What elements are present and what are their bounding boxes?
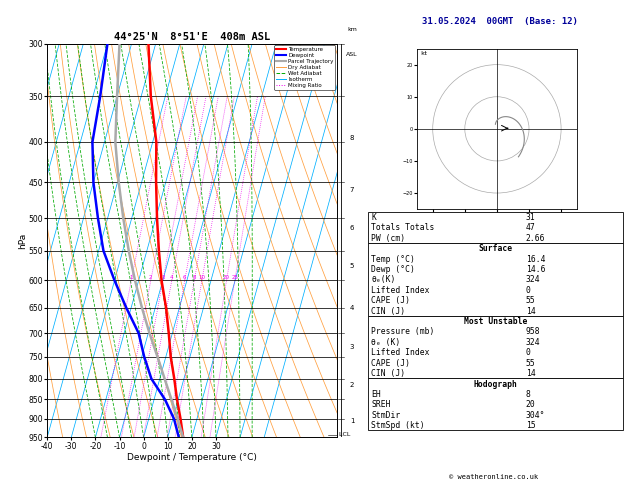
Text: Temp (°C): Temp (°C) [371, 255, 415, 263]
Text: Totals Totals: Totals Totals [371, 224, 435, 232]
Text: θₑ (K): θₑ (K) [371, 338, 401, 347]
Text: 0: 0 [526, 286, 531, 295]
Text: K: K [371, 213, 376, 222]
Text: 20: 20 [526, 400, 536, 409]
Text: Pressure (mb): Pressure (mb) [371, 328, 435, 336]
Text: 8: 8 [350, 135, 354, 140]
Text: 55: 55 [526, 359, 536, 368]
Text: 14.6: 14.6 [526, 265, 545, 274]
Text: 4: 4 [170, 276, 174, 280]
Text: 1: 1 [130, 276, 133, 280]
Text: 6: 6 [183, 276, 187, 280]
Text: 20: 20 [223, 276, 230, 280]
Text: ASL: ASL [347, 52, 358, 56]
Text: 8: 8 [526, 390, 531, 399]
Text: StmSpd (kt): StmSpd (kt) [371, 421, 425, 430]
Text: km: km [347, 27, 357, 32]
Text: 3: 3 [350, 345, 354, 350]
Text: 5: 5 [350, 263, 354, 269]
Text: 7: 7 [350, 187, 354, 193]
Text: 14: 14 [526, 307, 536, 315]
Text: 304°: 304° [526, 411, 545, 420]
Text: 958: 958 [526, 328, 540, 336]
Text: θₑ(K): θₑ(K) [371, 276, 396, 284]
Text: CIN (J): CIN (J) [371, 369, 405, 378]
Text: 2: 2 [350, 382, 354, 388]
Text: CAPE (J): CAPE (J) [371, 359, 410, 368]
Text: StmDir: StmDir [371, 411, 401, 420]
Text: Lifted Index: Lifted Index [371, 286, 430, 295]
Text: 324: 324 [526, 338, 540, 347]
Text: 1: 1 [350, 418, 354, 424]
Text: 10: 10 [198, 276, 206, 280]
Text: Most Unstable: Most Unstable [464, 317, 527, 326]
Text: 14: 14 [526, 369, 536, 378]
Text: © weatheronline.co.uk: © weatheronline.co.uk [449, 474, 538, 480]
Text: 3: 3 [161, 276, 165, 280]
Text: EH: EH [371, 390, 381, 399]
Text: 324: 324 [526, 276, 540, 284]
Text: 8: 8 [192, 276, 196, 280]
Text: Lifted Index: Lifted Index [371, 348, 430, 357]
Text: Hodograph: Hodograph [474, 380, 517, 388]
Text: 2: 2 [149, 276, 153, 280]
Text: 31: 31 [526, 213, 536, 222]
Text: Dewp (°C): Dewp (°C) [371, 265, 415, 274]
Text: CAPE (J): CAPE (J) [371, 296, 410, 305]
Text: 0: 0 [526, 348, 531, 357]
Text: LCL: LCL [337, 432, 350, 437]
Text: kt: kt [420, 51, 427, 56]
Text: CIN (J): CIN (J) [371, 307, 405, 315]
X-axis label: Dewpoint / Temperature (°C): Dewpoint / Temperature (°C) [127, 453, 257, 462]
Text: 47: 47 [526, 224, 536, 232]
Text: 16.4: 16.4 [526, 255, 545, 263]
Text: 2.66: 2.66 [526, 234, 545, 243]
Text: 25: 25 [231, 276, 238, 280]
Text: 15: 15 [526, 421, 536, 430]
Text: 55: 55 [526, 296, 536, 305]
Text: 31.05.2024  00GMT  (Base: 12): 31.05.2024 00GMT (Base: 12) [422, 17, 578, 26]
Text: 6: 6 [350, 226, 354, 231]
Text: SREH: SREH [371, 400, 391, 409]
Text: Surface: Surface [478, 244, 513, 253]
Legend: Temperature, Dewpoint, Parcel Trajectory, Dry Adiabat, Wet Adiabat, Isotherm, Mi: Temperature, Dewpoint, Parcel Trajectory… [274, 45, 335, 90]
Y-axis label: hPa: hPa [18, 232, 27, 249]
Title: 44°25'N  8°51'E  408m ASL: 44°25'N 8°51'E 408m ASL [114, 32, 270, 42]
Text: PW (cm): PW (cm) [371, 234, 405, 243]
Text: 4: 4 [350, 305, 354, 311]
